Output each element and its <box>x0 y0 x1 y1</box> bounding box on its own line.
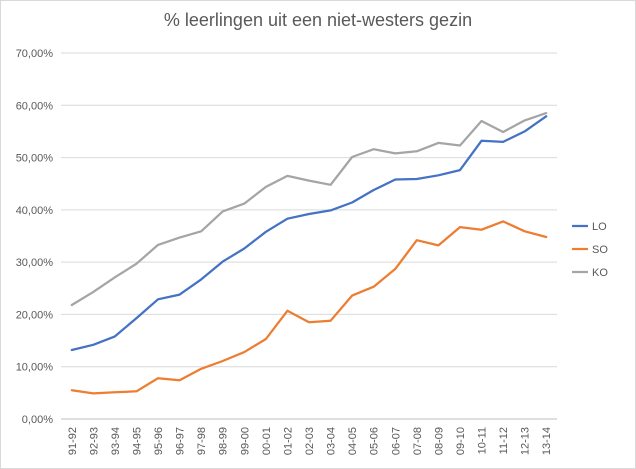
x-tick-label: 99-00 <box>239 427 251 455</box>
x-tick-label: 08-09 <box>433 427 445 455</box>
x-tick-label: 98-99 <box>218 427 230 455</box>
legend: LO SO KO <box>572 221 608 279</box>
y-tick-label: 30,00% <box>16 257 54 269</box>
x-tick-label: 91-92 <box>67 427 79 455</box>
y-axis-ticks: 0,00% 10,00% 20,00% 30,00% 40,00% 50,00% 60,00… <box>16 48 54 426</box>
series-line-ko <box>70 111 548 307</box>
x-tick-label: 01-02 <box>282 427 294 455</box>
x-tick-label: 06-07 <box>390 427 402 455</box>
y-tick-label: 60,00% <box>16 100 54 112</box>
legend-label-ko: KO <box>592 267 608 279</box>
x-axis-ticks: 91-92 92-93 93-94 94-95 95-96 96-97 97-98 98-99… <box>67 427 553 455</box>
y-tick-label: 40,00% <box>16 205 54 217</box>
x-tick-label: 94-95 <box>131 427 143 455</box>
x-tick-label: 12-13 <box>520 427 532 455</box>
x-tick-label: 13-14 <box>541 427 553 455</box>
legend-label-lo: LO <box>592 221 607 233</box>
legend-label-so: SO <box>592 244 608 256</box>
x-tick-label: 05-06 <box>369 427 381 455</box>
x-tick-label: 96-97 <box>175 427 187 455</box>
chart-title: % leerlingen uit een niet-westers gezin <box>163 10 473 30</box>
series-line-so <box>70 220 548 395</box>
x-tick-label: 02-03 <box>304 427 316 455</box>
x-tick-label: 93-94 <box>110 427 122 455</box>
x-tick-label: 09-10 <box>455 427 467 455</box>
x-tick-label: 07-08 <box>412 427 424 455</box>
x-tick-label: 04-05 <box>347 427 359 455</box>
x-tick-label: 95-96 <box>153 427 165 455</box>
series-line-lo <box>70 115 548 352</box>
x-tick-label: 10-11 <box>477 427 489 454</box>
series-lines <box>70 111 548 395</box>
y-tick-label: 20,00% <box>16 309 54 321</box>
x-tick-label: 00-01 <box>261 427 273 455</box>
y-tick-label: 50,00% <box>16 153 54 165</box>
x-tick-label: 97-98 <box>196 427 208 455</box>
y-tick-label: 70,00% <box>16 48 54 60</box>
y-tick-label: 10,00% <box>16 362 54 374</box>
y-tick-label: 0,00% <box>22 414 53 426</box>
x-tick-label: 11-12 <box>498 427 510 454</box>
x-tick-label: 92-93 <box>88 427 100 455</box>
gridlines <box>61 52 557 420</box>
x-tick-label: 03-04 <box>326 427 338 455</box>
